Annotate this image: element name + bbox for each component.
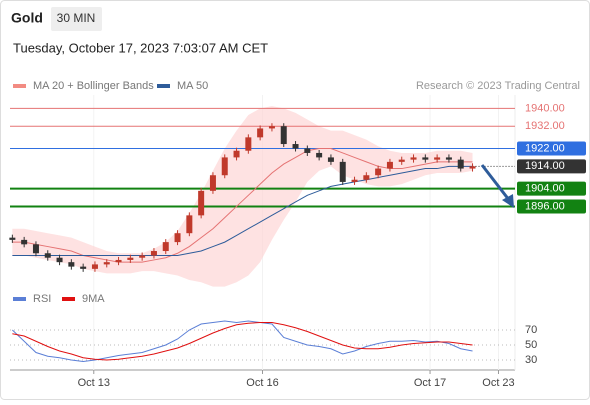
- candle: [386, 161, 393, 169]
- level-label: 1914.00: [525, 160, 565, 172]
- y-tick-label: 70: [525, 324, 537, 336]
- legend-swatch: [157, 84, 170, 88]
- level-label: 1896.00: [525, 200, 565, 212]
- candle: [9, 237, 16, 240]
- candle: [351, 179, 358, 182]
- legend-label: MA 50: [177, 80, 208, 92]
- moving-average: [12, 147, 473, 263]
- candle: [339, 161, 346, 182]
- title: Gold: [11, 10, 43, 26]
- legend-swatch: [13, 84, 26, 88]
- moving-average: [12, 165, 473, 256]
- candle: [68, 262, 75, 267]
- level-badge: 1904.00: [517, 181, 586, 196]
- candle: [245, 137, 252, 151]
- candle: [422, 157, 429, 160]
- level-label-bg: [517, 119, 586, 134]
- candle: [186, 215, 193, 234]
- credit: Research © 2023 Trading Central: [416, 80, 580, 92]
- candle: [316, 152, 323, 158]
- indicator-line: [12, 322, 473, 361]
- candle: [44, 253, 51, 258]
- x-tick-label: Oct 23: [482, 377, 514, 389]
- candle: [103, 262, 110, 265]
- candle: [209, 175, 216, 191]
- candle: [457, 159, 464, 169]
- candle: [115, 259, 122, 263]
- candle: [139, 255, 146, 258]
- level-label: 1932.00: [525, 120, 565, 132]
- level-label-bg: [517, 159, 586, 174]
- candle: [150, 251, 157, 256]
- candle: [32, 244, 39, 254]
- level-label-bg: [517, 101, 586, 116]
- candle: [327, 157, 334, 162]
- candle: [91, 264, 98, 269]
- interval-button[interactable]: [51, 7, 102, 31]
- candle: [162, 242, 169, 252]
- level-badge: 1932.00: [517, 119, 586, 134]
- candle: [469, 166, 476, 169]
- candle: [233, 150, 240, 158]
- candle: [363, 175, 370, 180]
- level-label: 1904.00: [525, 183, 565, 195]
- legend-swatch: [62, 297, 75, 301]
- level-badge: 1940.00: [517, 101, 586, 116]
- level-badge: 1914.00: [517, 159, 586, 174]
- legend-label: MA 20 + Bollinger Bands: [33, 80, 154, 92]
- candle: [21, 239, 28, 245]
- candle: [410, 157, 417, 160]
- y-tick-label: 30: [525, 354, 537, 366]
- level-badge: 1922.00: [517, 141, 586, 156]
- level-label-bg: [517, 141, 586, 156]
- candle: [80, 266, 87, 269]
- x-tick-label: Oct 13: [78, 377, 110, 389]
- forecast-arrow: [480, 164, 511, 201]
- x-tick-label: Oct 17: [414, 377, 446, 389]
- level-label-bg: [517, 181, 586, 196]
- legend-swatch: [13, 297, 26, 301]
- level-label: 1940.00: [525, 102, 565, 114]
- candle: [268, 126, 275, 129]
- candle: [127, 257, 134, 260]
- candle: [434, 157, 441, 160]
- candle: [56, 257, 63, 263]
- candle: [198, 190, 205, 216]
- candle: [257, 128, 264, 138]
- interval-label[interactable]: 30 MIN: [57, 11, 96, 25]
- candle: [304, 148, 311, 153]
- candle: [292, 144, 299, 149]
- candle: [280, 126, 287, 145]
- candle: [375, 168, 382, 176]
- y-tick-label: 50: [525, 339, 537, 351]
- level-badge: 1896.00: [517, 199, 586, 214]
- level-label: 1922.00: [525, 142, 565, 154]
- candle: [445, 157, 452, 160]
- legend-label: RSI: [33, 293, 51, 305]
- bollinger-band: [12, 106, 473, 287]
- level-label-bg: [517, 199, 586, 214]
- candle: [398, 159, 405, 162]
- candle: [174, 233, 181, 243]
- candle: [221, 157, 228, 176]
- indicator-line: [12, 320, 473, 363]
- forecast-arrowhead: [502, 194, 514, 208]
- timestamp: Tuesday, October 17, 2023 7:03:07 AM CET: [13, 40, 268, 55]
- x-tick-label: Oct 16: [246, 377, 278, 389]
- legend-label: 9MA: [82, 293, 105, 305]
